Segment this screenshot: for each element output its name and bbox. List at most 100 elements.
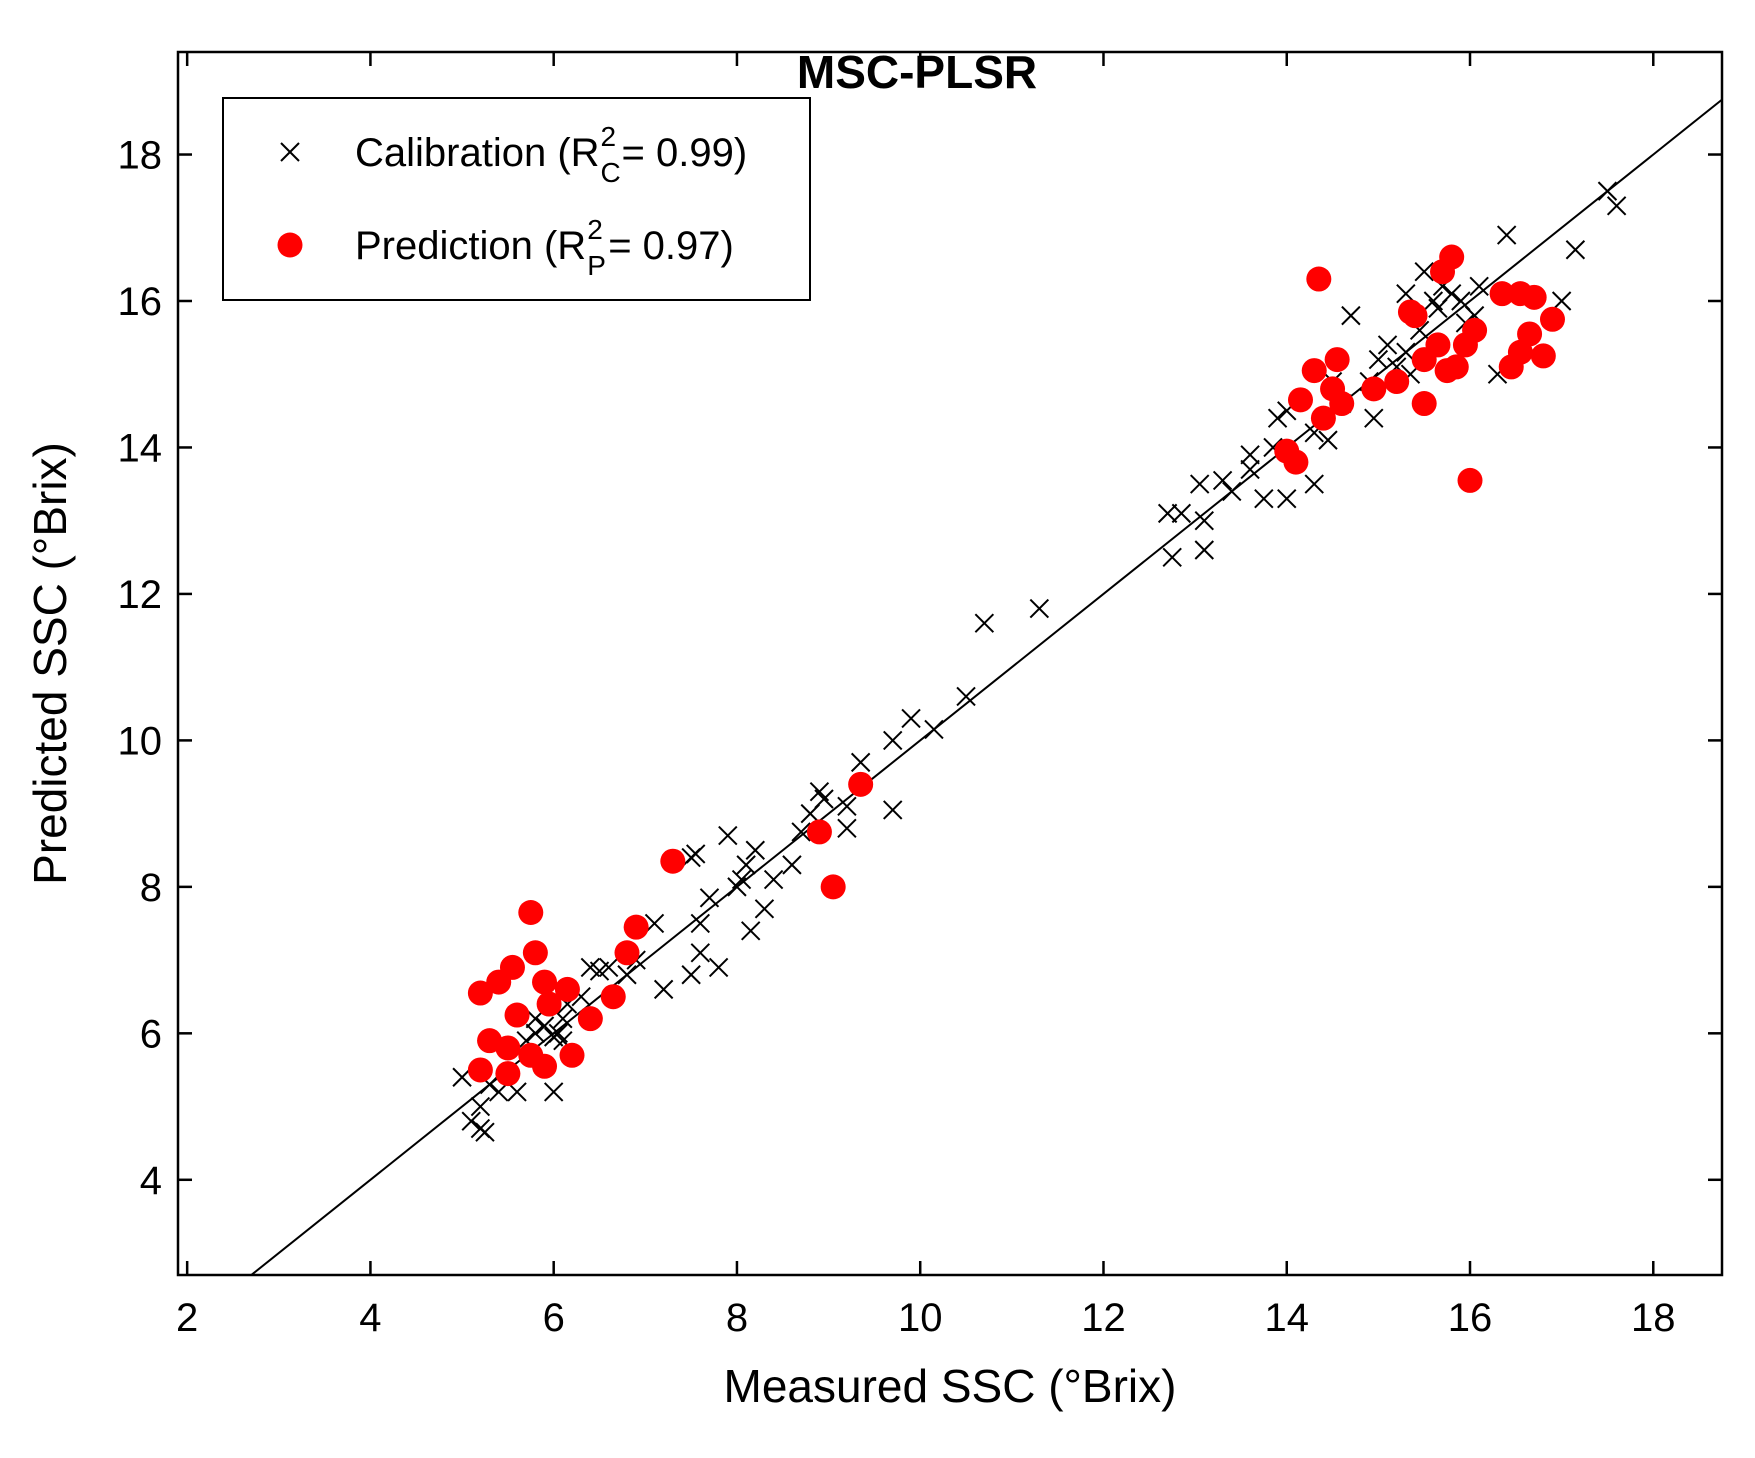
- legend-label-sub: P: [587, 250, 606, 281]
- prediction-point: [1402, 303, 1428, 329]
- x-tick-label: 12: [1081, 1296, 1126, 1340]
- prediction-point: [1324, 347, 1350, 373]
- prediction-point: [559, 1042, 585, 1068]
- y-tick-label: 18: [118, 134, 163, 178]
- prediction-point: [536, 991, 562, 1017]
- prediction-point: [1287, 387, 1313, 413]
- calibration-point: [814, 789, 834, 809]
- calibration-point: [718, 825, 738, 846]
- calibration-point: [731, 869, 752, 890]
- calibration-point: [1551, 291, 1572, 311]
- calibration-point: [598, 957, 619, 978]
- prediction-point: [1462, 317, 1488, 343]
- prediction-point: [467, 1057, 493, 1083]
- x-tick-label: 16: [1448, 1296, 1493, 1340]
- prediction-point: [554, 976, 580, 1002]
- prediction-point: [504, 1002, 530, 1028]
- prediction-point: [623, 914, 649, 940]
- legend-label-sup: 2: [601, 121, 617, 152]
- calibration-point: [1240, 459, 1260, 480]
- prediction-point: [518, 899, 544, 925]
- calibration-point: [850, 752, 871, 773]
- calibration-point: [956, 686, 976, 707]
- prediction-point: [600, 984, 626, 1010]
- calibration-point: [782, 855, 802, 875]
- prediction-point: [1443, 354, 1469, 380]
- calibration-point: [681, 965, 701, 985]
- calibration-point: [754, 899, 775, 919]
- x-tick-label: 2: [176, 1296, 198, 1340]
- x-tick-label: 10: [898, 1296, 943, 1340]
- prediction-point: [1283, 449, 1309, 475]
- legend-prediction-marker: [277, 232, 303, 258]
- prediction-point: [1310, 405, 1336, 431]
- legend-label-prefix: Prediction (R: [355, 224, 586, 268]
- calibration-point: [1222, 481, 1242, 502]
- legend-label-suffix: = 0.97): [608, 224, 734, 268]
- y-axis-title: Predicted SSC (°Brix): [24, 442, 76, 885]
- calibration-point: [470, 1096, 491, 1117]
- calibration-point: [740, 921, 761, 941]
- calibration-point: [489, 1082, 509, 1102]
- calibration-point: [837, 796, 857, 817]
- calibration-point: [1162, 547, 1182, 568]
- calibration-point: [1304, 474, 1324, 494]
- calibration-point: [974, 613, 995, 633]
- calibration-point: [1469, 276, 1489, 297]
- chart-title: MSC-PLSR: [797, 46, 1037, 98]
- calibration-point: [1368, 349, 1389, 370]
- prediction-point: [820, 874, 846, 900]
- calibration-point: [690, 913, 711, 934]
- legend-label-prefix: Calibration (R: [355, 131, 600, 175]
- y-tick-label: 8: [140, 866, 162, 910]
- calibration-point: [1029, 598, 1050, 619]
- prediction-point: [660, 848, 686, 874]
- y-tick-label: 16: [118, 280, 163, 324]
- prediction-point: [467, 980, 493, 1006]
- calibration-point: [534, 1016, 555, 1036]
- legend-label-sup: 2: [587, 214, 603, 245]
- calibration-point: [736, 855, 756, 875]
- y-tick-label: 4: [140, 1159, 162, 1203]
- prediction-point: [614, 940, 640, 966]
- calibration-point: [1240, 445, 1260, 465]
- prediction-point: [1530, 343, 1556, 369]
- prediction-point: [1439, 244, 1465, 270]
- calibration-point: [653, 979, 674, 1000]
- y-tick-label: 10: [118, 719, 163, 763]
- calibration-point: [708, 957, 729, 978]
- calibration-point: [1254, 489, 1274, 509]
- calibration-point: [1414, 261, 1434, 282]
- calibration-point: [699, 888, 720, 908]
- prediction-point: [1457, 467, 1483, 493]
- prediction-point: [532, 1053, 558, 1079]
- calibration-point: [543, 1082, 564, 1102]
- calibration-point: [883, 800, 903, 820]
- legend-item-prediction: Prediction (R 2 P = 0.97): [277, 214, 734, 281]
- legend: Calibration (R 2C = 0.99)Prediction (R 2P …: [222, 97, 811, 301]
- prediction-point: [522, 940, 548, 966]
- legend-label-suffix: = 0.99): [622, 131, 748, 175]
- calibration-point: [507, 1082, 527, 1102]
- calibration-point: [924, 719, 944, 740]
- prediction-point: [1384, 369, 1410, 395]
- prediction-point: [495, 1035, 521, 1061]
- prediction-point: [577, 1006, 603, 1032]
- legend-box: [222, 97, 811, 301]
- x-tick-label: 18: [1631, 1296, 1676, 1340]
- y-tick-label: 14: [118, 426, 163, 470]
- calibration-point: [1341, 305, 1361, 326]
- legend-label-sub: C: [601, 157, 621, 188]
- y-tick-label: 12: [118, 573, 163, 617]
- calibration-point: [1171, 503, 1192, 524]
- calibration-point: [1565, 240, 1586, 260]
- prediction-point: [1411, 391, 1437, 417]
- prediction-point: [806, 819, 832, 845]
- legend-item-calibration: Calibration (R 2 C = 0.99): [280, 121, 748, 188]
- calibration-point: [617, 965, 637, 985]
- calibration-point: [1441, 283, 1462, 304]
- calibration-point: [644, 913, 665, 934]
- calibration-point: [1277, 489, 1297, 509]
- calibration-point: [883, 730, 903, 751]
- prediction-point: [532, 969, 558, 995]
